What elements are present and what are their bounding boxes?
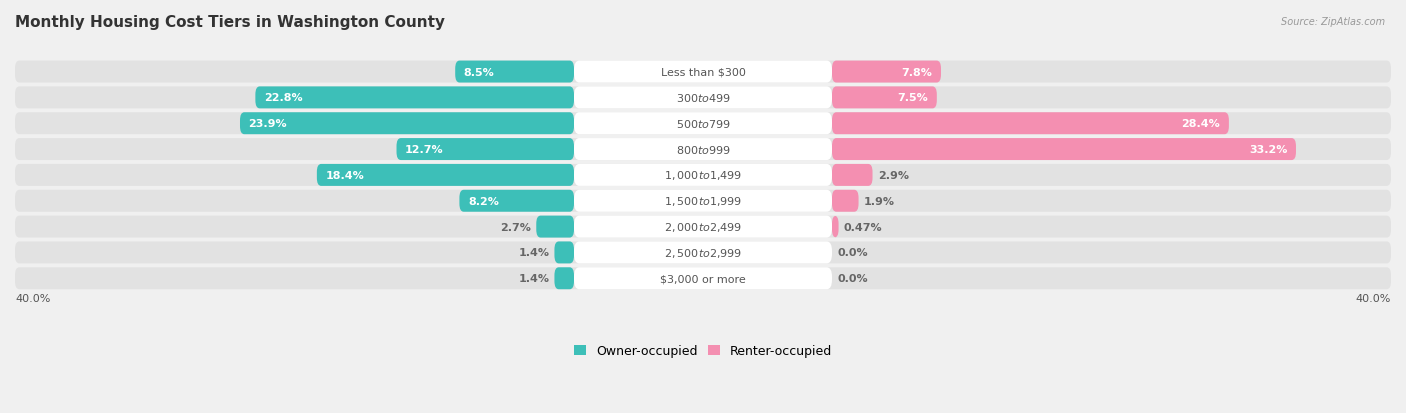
FancyBboxPatch shape [396, 139, 574, 161]
FancyBboxPatch shape [15, 139, 1391, 161]
Text: 28.4%: 28.4% [1181, 119, 1220, 129]
Text: 1.4%: 1.4% [519, 248, 550, 258]
FancyBboxPatch shape [574, 268, 832, 290]
FancyBboxPatch shape [574, 62, 832, 83]
FancyBboxPatch shape [832, 113, 1229, 135]
FancyBboxPatch shape [456, 62, 574, 83]
Text: 33.2%: 33.2% [1249, 145, 1288, 155]
Text: 2.7%: 2.7% [501, 222, 531, 232]
Text: 1.9%: 1.9% [863, 196, 894, 206]
Text: 12.7%: 12.7% [405, 145, 444, 155]
FancyBboxPatch shape [832, 87, 936, 109]
FancyBboxPatch shape [15, 113, 1391, 135]
Text: 2.9%: 2.9% [877, 171, 908, 180]
Text: $2,500 to $2,999: $2,500 to $2,999 [664, 246, 742, 259]
Text: Monthly Housing Cost Tiers in Washington County: Monthly Housing Cost Tiers in Washington… [15, 15, 446, 30]
Text: $2,000 to $2,499: $2,000 to $2,499 [664, 221, 742, 233]
FancyBboxPatch shape [574, 87, 832, 109]
FancyBboxPatch shape [832, 216, 838, 238]
FancyBboxPatch shape [554, 268, 574, 290]
Text: $500 to $799: $500 to $799 [675, 118, 731, 130]
Text: 0.47%: 0.47% [844, 222, 883, 232]
Text: 40.0%: 40.0% [15, 293, 51, 303]
FancyBboxPatch shape [574, 113, 832, 135]
Text: 0.0%: 0.0% [837, 248, 868, 258]
FancyBboxPatch shape [15, 242, 1391, 264]
FancyBboxPatch shape [536, 216, 574, 238]
Text: 1.4%: 1.4% [519, 273, 550, 284]
Text: 7.5%: 7.5% [897, 93, 928, 103]
FancyBboxPatch shape [15, 216, 1391, 238]
FancyBboxPatch shape [832, 190, 859, 212]
FancyBboxPatch shape [15, 268, 1391, 290]
FancyBboxPatch shape [554, 242, 574, 264]
FancyBboxPatch shape [574, 242, 832, 264]
FancyBboxPatch shape [15, 87, 1391, 109]
Text: $300 to $499: $300 to $499 [675, 92, 731, 104]
Text: 7.8%: 7.8% [901, 67, 932, 77]
Text: $1,500 to $1,999: $1,500 to $1,999 [664, 195, 742, 208]
FancyBboxPatch shape [574, 164, 832, 186]
Legend: Owner-occupied, Renter-occupied: Owner-occupied, Renter-occupied [568, 339, 838, 363]
Text: 22.8%: 22.8% [264, 93, 302, 103]
FancyBboxPatch shape [15, 62, 1391, 83]
FancyBboxPatch shape [832, 139, 1296, 161]
FancyBboxPatch shape [832, 62, 941, 83]
FancyBboxPatch shape [460, 190, 574, 212]
Text: 18.4%: 18.4% [325, 171, 364, 180]
FancyBboxPatch shape [574, 216, 832, 238]
Text: 40.0%: 40.0% [1355, 293, 1391, 303]
FancyBboxPatch shape [574, 139, 832, 161]
FancyBboxPatch shape [832, 164, 873, 186]
FancyBboxPatch shape [256, 87, 574, 109]
FancyBboxPatch shape [240, 113, 574, 135]
Text: $800 to $999: $800 to $999 [675, 144, 731, 156]
FancyBboxPatch shape [15, 190, 1391, 212]
Text: $1,000 to $1,499: $1,000 to $1,499 [664, 169, 742, 182]
Text: Less than $300: Less than $300 [661, 67, 745, 77]
FancyBboxPatch shape [574, 190, 832, 212]
Text: 0.0%: 0.0% [837, 273, 868, 284]
FancyBboxPatch shape [15, 164, 1391, 186]
Text: $3,000 or more: $3,000 or more [661, 273, 745, 284]
FancyBboxPatch shape [316, 164, 574, 186]
Text: Source: ZipAtlas.com: Source: ZipAtlas.com [1281, 17, 1385, 26]
Text: 23.9%: 23.9% [249, 119, 287, 129]
Text: 8.5%: 8.5% [464, 67, 495, 77]
Text: 8.2%: 8.2% [468, 196, 499, 206]
